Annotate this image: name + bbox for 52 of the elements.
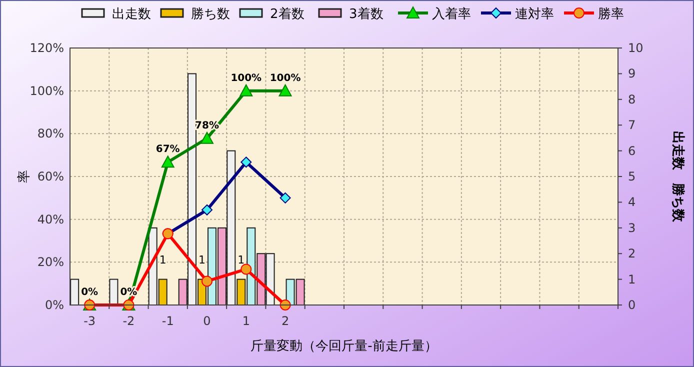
- legend-label: 勝ち数: [191, 7, 230, 22]
- y2-tick-label: 8: [628, 92, 636, 106]
- point: [240, 84, 253, 96]
- point: [200, 132, 214, 144]
- point: [240, 156, 252, 168]
- y-axis-title: 率: [16, 170, 32, 183]
- y-tick-label: 120%: [30, 41, 64, 55]
- data-label: 1: [238, 253, 245, 266]
- data-label: 100%: [270, 72, 301, 84]
- y2-tick-label: 4: [628, 195, 636, 210]
- data-label: 67%: [156, 144, 180, 156]
- y2-tick-label: 1: [628, 272, 636, 286]
- y2-tick-label: 9: [628, 66, 636, 81]
- legend-label: 入着率: [432, 6, 471, 22]
- y-tick-label: 20%: [37, 255, 64, 270]
- data-label: 1: [198, 253, 206, 266]
- x-tick-label: 2: [281, 314, 290, 328]
- legend-label: 3着数: [349, 6, 384, 22]
- y-tick-label: 100%: [30, 84, 64, 98]
- y-tick-label: 40%: [37, 212, 64, 226]
- x-tick-label: -1: [162, 314, 174, 328]
- point: [202, 204, 212, 216]
- y2-tick-label: 5: [628, 170, 636, 184]
- x-tick-label: 0: [203, 314, 211, 328]
- point: [280, 192, 291, 204]
- x-axis-title: 斤量変動（今回斤量-前走斤量）: [250, 338, 438, 354]
- data-label: 0%: [81, 287, 98, 298]
- data-label: 1: [159, 253, 166, 266]
- y-tick-label: 60%: [37, 170, 64, 184]
- point: [161, 156, 174, 168]
- point: [278, 84, 292, 96]
- legend-label: 2着数: [270, 6, 304, 22]
- x-tick-label: -2: [122, 314, 135, 328]
- y2-tick-label: 2: [628, 246, 636, 261]
- legend-label: 連対率: [515, 6, 554, 22]
- y2-tick-label: 3: [628, 220, 636, 235]
- bar: [109, 278, 118, 306]
- data-label: 100%: [230, 72, 262, 84]
- y2-tick-label: 0: [628, 298, 636, 312]
- point: [240, 264, 252, 275]
- x-tick-label: -3: [84, 314, 96, 328]
- bar: [70, 278, 80, 306]
- y-tick-label: 0%: [44, 298, 64, 312]
- y-tick-label: 80%: [37, 126, 64, 141]
- y2-tick-label: 7: [628, 118, 636, 132]
- y2-tick-label: 6: [628, 144, 636, 158]
- point: [202, 276, 212, 287]
- legend-label: 勝率: [598, 6, 624, 22]
- y2-tick-label: 10: [628, 41, 644, 55]
- legend-label: 出走数: [112, 7, 151, 22]
- y2-axis-title: 出走数 勝ち数: [670, 131, 685, 223]
- x-tick-label: 1: [242, 314, 250, 328]
